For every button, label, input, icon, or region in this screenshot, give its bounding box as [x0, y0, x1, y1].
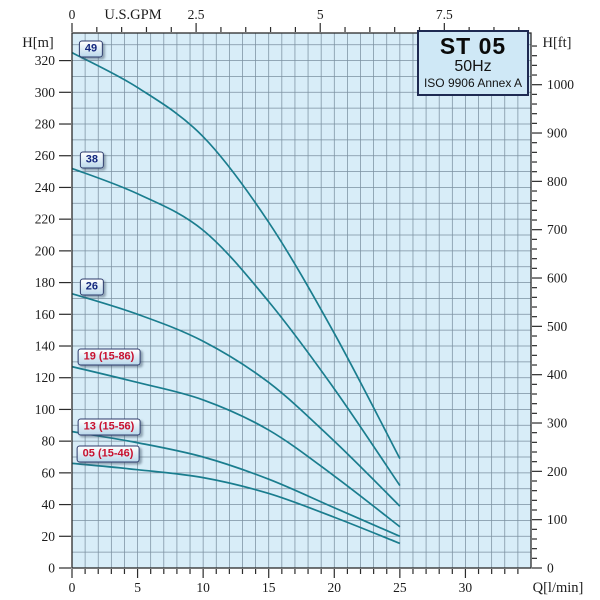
left-axis-tick-label: 280	[35, 117, 56, 132]
bottom-axis-tick-label: 10	[196, 580, 210, 595]
chart-title: ST 05	[439, 32, 507, 59]
chart-subtitle: 50Hz	[454, 57, 492, 75]
bottom-axis-tick-label: 20	[328, 580, 342, 595]
right-axis-tick-label: 300	[547, 416, 568, 431]
right-axis-unit-label: H[ft]	[543, 35, 572, 51]
bottom-axis-tick-label: 30	[459, 580, 473, 595]
top-axis-tick-label: 5	[317, 7, 324, 22]
left-axis-tick-label: 160	[35, 307, 56, 322]
curve-13	[71, 430, 401, 538]
curve-05	[71, 462, 401, 545]
curve-label-38: 38	[79, 151, 105, 169]
bottom-axis-tick-label: 0	[69, 580, 76, 595]
chart-title-box: ST 05 50Hz ISO 9906 Annex A	[417, 30, 529, 96]
right-axis-tick-label: 900	[547, 126, 568, 141]
curve-label-13: 13 (15-56)	[77, 418, 141, 436]
plot-frame	[71, 32, 532, 569]
grid-lines	[72, 33, 531, 568]
pump-curves	[71, 51, 401, 545]
bottom-axis-unit-label: Q[l/min]	[533, 580, 584, 596]
plot-area	[72, 33, 531, 568]
left-axis-tick-label: 240	[35, 180, 56, 195]
left-axis-tick-label: 100	[35, 402, 56, 417]
left-axis-tick-label: 220	[35, 212, 56, 227]
right-axis-tick-label: 0	[547, 561, 554, 576]
bottom-axis-tick-label: 15	[262, 580, 276, 595]
left-axis-tick-label: 60	[42, 465, 56, 480]
top-axis-unit-label: U.S.GPM	[104, 7, 161, 23]
curve-label-19: 19 (15-86)	[77, 348, 141, 366]
right-axis-tick-label: 200	[547, 464, 568, 479]
right-axis-tick-label: 600	[547, 271, 568, 286]
top-axis-tick-label: 0	[69, 7, 76, 22]
curve-label-26: 26	[79, 278, 105, 296]
curve-38	[71, 167, 401, 487]
right-axis-tick-label: 500	[547, 319, 568, 334]
left-axis-tick-label: 200	[35, 243, 56, 258]
left-axis-tick-label: 40	[42, 497, 56, 512]
left-axis-tick-label: 180	[35, 275, 56, 290]
bottom-axis-tick-label: 25	[393, 580, 407, 595]
left-axis-tick-label: 120	[35, 370, 56, 385]
right-axis-tick-label: 800	[547, 174, 568, 189]
left-axis-tick-label: 80	[42, 434, 56, 449]
left-axis-tick-label: 320	[35, 53, 56, 68]
left-axis-tick-label: 300	[35, 85, 56, 100]
curve-label-49: 49	[78, 40, 104, 58]
top-axis-tick-label: 2.5	[188, 7, 205, 22]
left-axis-tick-label: 20	[42, 529, 56, 544]
right-axis-tick-label: 400	[547, 367, 568, 382]
curve-26	[71, 292, 401, 507]
right-axis-tick-label: 700	[547, 222, 568, 237]
curve-19	[71, 365, 401, 528]
left-axis-unit-label: H[m]	[22, 35, 53, 51]
left-axis-tick-label: 0	[48, 561, 55, 576]
bottom-axis-tick-label: 5	[134, 580, 141, 595]
curve-label-05: 05 (15-46)	[76, 445, 140, 463]
left-axis-tick-label: 140	[35, 339, 56, 354]
curve-49	[71, 51, 401, 459]
right-axis-tick-label: 1000	[547, 77, 574, 92]
left-axis-tick-label: 260	[35, 148, 56, 163]
top-axis-tick-label: 7.5	[436, 7, 453, 22]
chart-standard-note: ISO 9906 Annex A	[423, 75, 523, 90]
right-axis-tick-label: 100	[547, 512, 568, 527]
